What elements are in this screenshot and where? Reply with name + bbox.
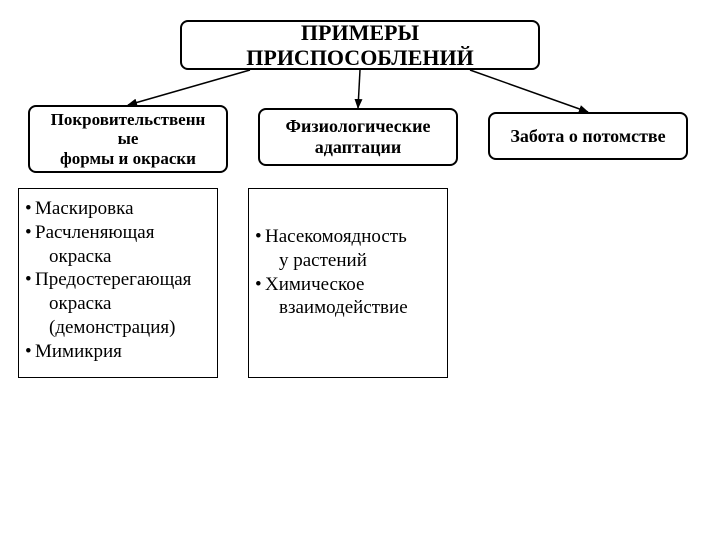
details-box-1: МаскировкаРасчленяющаяокраскаПредостерег… bbox=[18, 188, 218, 378]
diagram-canvas: ПРИМЕРЫ ПРИСПОСОБЛЕНИЙ Покровительственн… bbox=[0, 0, 720, 540]
root-label: ПРИМЕРЫ ПРИСПОСОБЛЕНИЙ bbox=[190, 20, 530, 71]
root-node: ПРИМЕРЫ ПРИСПОСОБЛЕНИЙ bbox=[180, 20, 540, 70]
child-3-label: Забота о потомстве bbox=[510, 126, 665, 147]
list-item: Маскировка bbox=[25, 197, 207, 221]
details-list-1: МаскировкаРасчленяющаяокраскаПредостерег… bbox=[25, 197, 207, 363]
child-node-1: Покровительственн ые формы и окраски bbox=[28, 105, 228, 173]
list-item: Мимикрия bbox=[25, 340, 207, 364]
list-item: Предостерегающаяокраска(демонстрация) bbox=[25, 268, 207, 339]
child-node-2: Физиологические адаптации bbox=[258, 108, 458, 166]
child-2-label: Физиологические адаптации bbox=[286, 116, 431, 157]
list-item: Химическоевзаимодействие bbox=[255, 273, 437, 321]
child-node-3: Забота о потомстве bbox=[488, 112, 688, 160]
child-1-label: Покровительственн ые формы и окраски bbox=[51, 110, 206, 169]
list-item: Насекомоядностьу растений bbox=[255, 225, 437, 273]
details-box-2: Насекомоядностьу растенийХимическоевзаим… bbox=[248, 188, 448, 378]
list-item: Расчленяющаяокраска bbox=[25, 221, 207, 269]
details-list-2: Насекомоядностьу растенийХимическоевзаим… bbox=[255, 225, 437, 320]
